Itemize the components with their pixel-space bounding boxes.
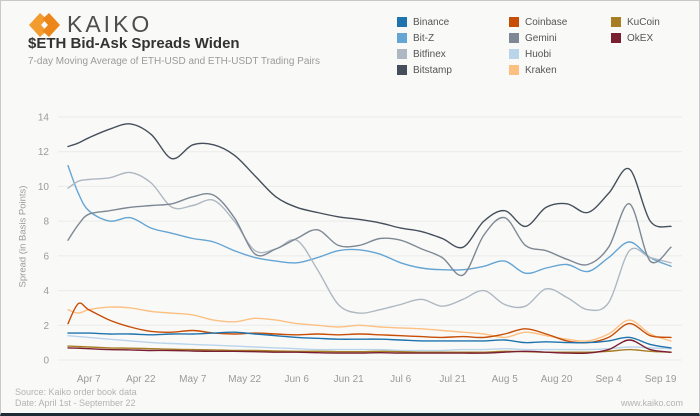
legend-item-kraken: Kraken (509, 62, 611, 78)
legend-item-coinbase: Coinbase (509, 14, 611, 30)
footer-date: Date: April 1st - September 22 (15, 398, 136, 408)
y-tick-label: 8 (43, 217, 49, 228)
legend-swatch-kucoin (611, 17, 621, 27)
legend-column-2: Coinbase Gemini Huobi Kraken (509, 14, 611, 78)
legend-swatch-kraken (509, 65, 519, 75)
chart-legend: Binance Bit-Z Bitfinex Bitstamp Coinbase Gemi… (397, 14, 660, 78)
y-tick-label: 12 (38, 147, 50, 158)
legend-item-okex: OkEX (611, 30, 660, 46)
y-tick-label: 4 (43, 286, 49, 297)
y-tick-label: 14 (38, 113, 50, 124)
series-line-bitstamp (67, 123, 672, 249)
legend-label: Binance (413, 16, 450, 28)
x-tick-label: Sep 4 (596, 374, 623, 385)
legend-label: Bitfinex (413, 48, 446, 60)
kaiko-logo: KAIKO (27, 11, 152, 38)
legend-swatch-bitfinex (397, 49, 407, 59)
legend-label: KuCoin (627, 16, 660, 28)
x-tick-label: May 7 (179, 374, 207, 385)
legend-label: Coinbase (525, 16, 568, 28)
series-line-kraken (67, 306, 672, 342)
x-tick-label: Jun 6 (284, 374, 309, 385)
y-tick-label: 0 (43, 356, 49, 367)
legend-item-kucoin: KuCoin (611, 14, 660, 30)
footer-website: www.kaiko.com (620, 398, 683, 408)
legend-swatch-huobi (509, 49, 519, 59)
page-title: $ETH Bid-Ask Spreads Widen (28, 35, 240, 52)
page-subtitle: 7-day Moving Average of ETH-USD and ETH-… (28, 56, 320, 67)
legend-swatch-gemini (509, 33, 519, 43)
legend-item-bitfinex: Bitfinex (397, 46, 509, 62)
legend-swatch-bitstamp (397, 65, 407, 75)
x-tick-label: Jul 6 (390, 374, 412, 385)
legend-swatch-bit-z (397, 33, 407, 43)
footer-source: Source: Kaiko order book data (15, 387, 137, 397)
legend-label: OkEX (627, 32, 654, 44)
x-tick-label: May 22 (228, 374, 261, 385)
legend-label: Bitstamp (413, 64, 452, 76)
legend-column-1: Binance Bit-Z Bitfinex Bitstamp (397, 14, 509, 78)
x-tick-label: Jul 21 (439, 374, 466, 385)
series-line-kucoin (67, 345, 672, 353)
legend-item-bit-z: Bit-Z (397, 30, 509, 46)
x-tick-label: Aug 5 (492, 374, 519, 385)
series-line-gemini (67, 192, 672, 277)
legend-label: Gemini (525, 32, 557, 44)
legend-item-binance: Binance (397, 14, 509, 30)
legend-swatch-binance (397, 17, 407, 27)
legend-label: Huobi (525, 48, 552, 60)
series-line-coinbase (67, 302, 672, 344)
x-tick-label: Sep 19 (645, 374, 677, 385)
legend-swatch-okex (611, 33, 621, 43)
legend-swatch-coinbase (509, 17, 519, 27)
x-tick-label: Apr 7 (77, 374, 101, 385)
legend-item-bitstamp: Bitstamp (397, 62, 509, 78)
series-line-bit-z (67, 164, 672, 275)
x-tick-label: Jun 21 (334, 374, 364, 385)
legend-item-huobi: Huobi (509, 46, 611, 62)
x-tick-label: Apr 22 (126, 374, 156, 385)
legend-label: Kraken (525, 64, 557, 76)
series-line-bitfinex (67, 171, 672, 314)
series-line-binance (67, 331, 672, 349)
legend-item-gemini: Gemini (509, 30, 611, 46)
legend-label: Bit-Z (413, 32, 435, 44)
kaiko-logo-icon (29, 12, 60, 37)
kaiko-logo-text: KAIKO (67, 11, 153, 37)
series-line-okex (67, 339, 672, 355)
y-tick-label: 6 (43, 251, 49, 262)
series-line-huobi (67, 335, 672, 352)
y-tick-label: 2 (43, 321, 49, 332)
x-tick-label: Aug 20 (541, 374, 573, 385)
legend-column-3: KuCoin OkEX (611, 14, 660, 78)
y-tick-label: 10 (38, 182, 50, 193)
